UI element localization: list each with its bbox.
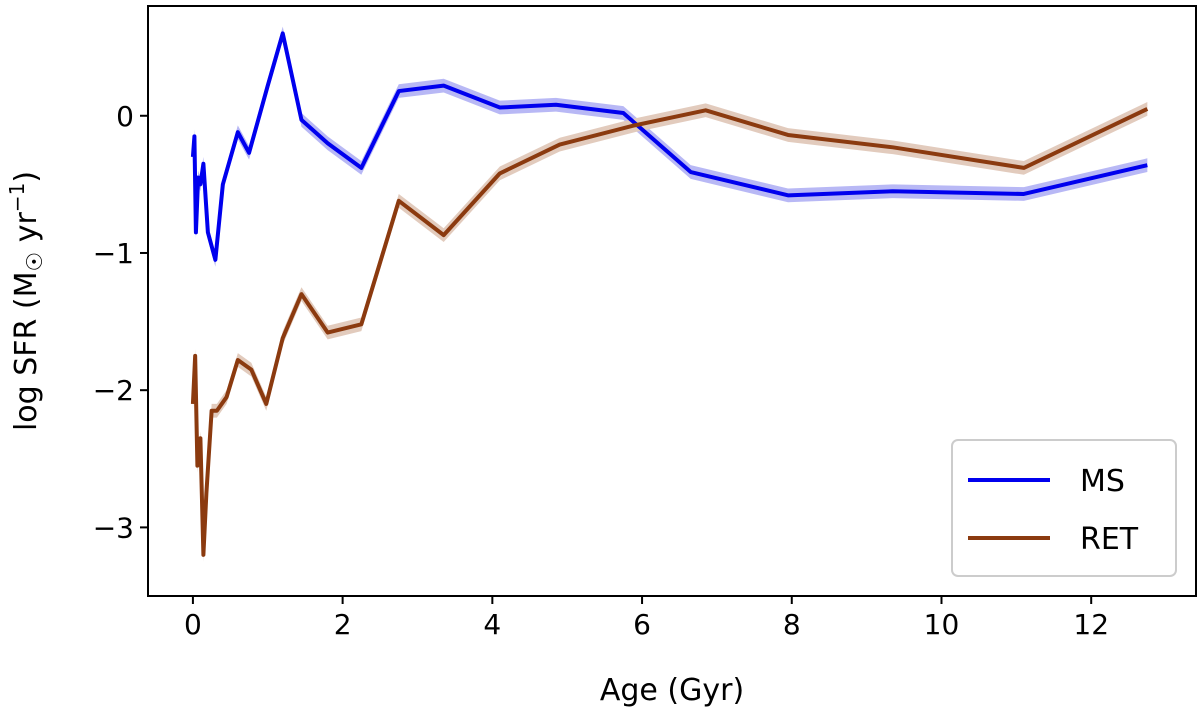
x-tick-label: 6	[633, 608, 651, 641]
x-tick-label: 8	[783, 608, 801, 641]
axes-frame	[147, 5, 1197, 597]
legend-label-ms: MS	[1080, 464, 1125, 499]
y-axis-label-close: )	[9, 171, 44, 183]
legend-box	[951, 439, 1177, 577]
x-tick-label: 12	[1073, 608, 1109, 641]
plot-area	[190, 26, 1149, 562]
x-tick-label: 2	[334, 608, 352, 641]
series-band-ms	[192, 26, 1148, 267]
y-axis-label: log SFR (M☉ yr−1)	[5, 171, 48, 431]
y-tick-label: −3	[93, 511, 134, 544]
x-tick-label: 0	[184, 608, 202, 641]
y-axis: −3 −2 −1 0	[93, 100, 148, 544]
x-axis: 0 2 4 6 8 10 12	[184, 596, 1109, 641]
series-line-ms	[190, 31, 1148, 262]
y-axis-label-main: log SFR (M	[9, 272, 44, 432]
x-axis-label: Age (Gyr)	[600, 673, 744, 708]
y-tick-label: 0	[116, 100, 134, 133]
series-line-ret	[190, 107, 1149, 557]
y-tick-label: −2	[93, 374, 134, 407]
x-tick-label: 10	[924, 608, 960, 641]
x-tick-label: 4	[483, 608, 501, 641]
series-band-ret	[192, 102, 1148, 562]
legend: MS RET	[951, 439, 1177, 577]
y-tick-label: −1	[93, 237, 134, 270]
legend-label-ret: RET	[1080, 522, 1139, 557]
y-axis-label-sun-symbol: ☉	[23, 252, 48, 272]
y-axis-label-unit: yr	[9, 211, 44, 251]
y-axis-label-exponent: −1	[5, 183, 29, 212]
